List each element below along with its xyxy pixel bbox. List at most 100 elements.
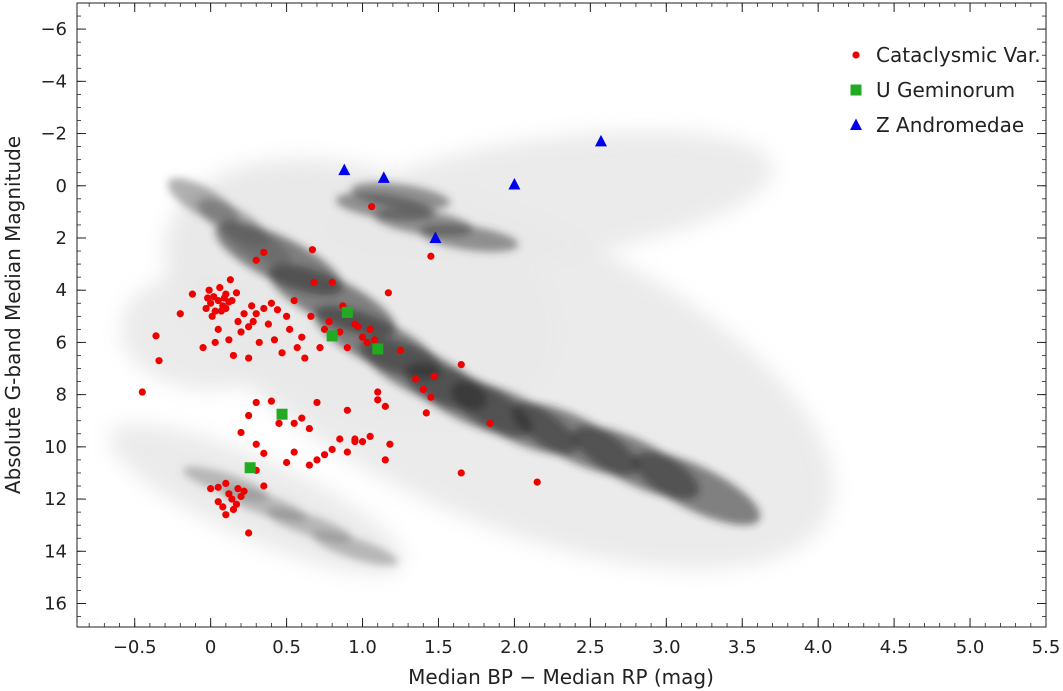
cataclysmic-var-point (371, 336, 379, 344)
data-markers (138, 134, 607, 537)
cataclysmic-var-point (363, 338, 371, 347)
cataclysmic-var-point (457, 361, 465, 369)
cataclysmic-var-point (188, 290, 197, 298)
series-cataclysmic-var (138, 203, 541, 537)
x-tick-label: 1.0 (348, 637, 377, 658)
cataclysmic-var-point (343, 344, 351, 352)
cataclysmic-var-point (422, 409, 430, 417)
cataclysmic-var-point (222, 479, 230, 488)
cataclysmic-var-point (290, 448, 298, 456)
cataclysmic-var-point (343, 406, 351, 414)
cataclysmic-var-point (240, 487, 248, 495)
u-geminorum-point (326, 330, 338, 342)
x-tick-label: 3.5 (728, 637, 757, 658)
cataclysmic-var-point (419, 385, 427, 394)
cataclysmic-var-point (293, 344, 301, 352)
cataclysmic-var-point (307, 312, 315, 320)
cataclysmic-var-point (310, 278, 318, 286)
cataclysmic-var-point (533, 478, 541, 486)
cataclysmic-var-point (336, 328, 344, 336)
cataclysmic-var-point (316, 344, 324, 352)
x-tick-label: −0.5 (113, 637, 157, 658)
x-tick-label: 2.5 (576, 637, 605, 658)
cataclysmic-var-point (282, 312, 291, 320)
cataclysmic-var-point (351, 435, 359, 443)
density-halo (120, 269, 301, 390)
x-axis-title: Median BP − Median RP (mag) (408, 665, 714, 689)
y-tick-label: −2 (40, 124, 67, 145)
x-axis-ticks: −0.5 0 0.5 1.0 1.5 2.0 2.5 3.0 3.5 4.0 4.5 5.0 5.5 (88, 3, 1060, 658)
y-tick-label: −6 (40, 19, 67, 40)
series-u-geminorum (244, 306, 384, 474)
y-tick-label: 0 (56, 176, 67, 197)
cataclysmic-var-point (219, 503, 227, 511)
cataclysmic-var-point (381, 402, 389, 410)
cataclysmic-var-point (298, 414, 306, 422)
cataclysmic-var-point (286, 325, 294, 333)
cataclysmic-var-point (152, 332, 160, 340)
cataclysmic-var-point (214, 325, 222, 333)
cataclysmic-var-point (305, 424, 313, 433)
cataclysmic-var-point (430, 372, 438, 380)
legend-label: Cataclysmic Var. (876, 43, 1041, 67)
cataclysmic-var-point (328, 445, 336, 454)
cataclysmic-var-point (248, 302, 256, 310)
cataclysmic-var-point (240, 310, 248, 318)
y-tick-label: 10 (44, 437, 67, 458)
cataclysmic-var-point (205, 286, 213, 294)
cataclysmic-var-point (252, 256, 260, 264)
cataclysmic-var-point (325, 317, 333, 326)
cataclysmic-var-point (260, 482, 268, 490)
cataclysmic-var-point (305, 461, 313, 469)
cataclysmic-var-point (211, 338, 219, 347)
cataclysmic-var-point (313, 398, 321, 407)
cataclysmic-var-point (222, 304, 230, 313)
cataclysmic-var-point (252, 398, 260, 407)
z-andromedae-point (377, 171, 390, 183)
cataclysmic-var-point (412, 375, 420, 383)
u-geminorum-point (341, 306, 353, 318)
y-tick-label: 6 (56, 332, 67, 353)
cataclysmic-var-point (222, 290, 230, 298)
y-tick-label: 12 (44, 489, 67, 510)
cataclysmic-var-point (260, 248, 268, 256)
z-andromedae-point (594, 134, 607, 147)
cataclysmic-var-point (226, 276, 234, 284)
cataclysmic-var-point (290, 419, 298, 427)
cataclysmic-var-point (199, 344, 207, 352)
cataclysmic-var-point (245, 354, 253, 362)
cataclysmic-var-point (328, 278, 336, 286)
cataclysmic-var-point (381, 456, 389, 464)
cataclysmic-var-point (260, 304, 268, 313)
cataclysmic-var-point (245, 411, 253, 420)
u-geminorum-point (244, 462, 256, 474)
legend-item-z-andromedae: Z Andromedae (850, 113, 1024, 137)
cataclysmic-var-point (486, 419, 494, 427)
cataclysmic-var-point (427, 252, 435, 260)
cataclysmic-var-point (245, 529, 253, 537)
x-tick-label: 4.0 (804, 637, 833, 658)
cataclysmic-var-point (275, 419, 283, 427)
cataclysmic-var-point (366, 432, 374, 441)
x-tick-label: 4.5 (880, 637, 909, 658)
cataclysmic-var-point (267, 397, 276, 405)
cataclysmic-var-point (336, 435, 344, 443)
cataclysmic-var-point (204, 294, 212, 302)
cataclysmic-var-point (252, 310, 260, 318)
y-tick-label: 14 (44, 541, 67, 562)
z-andromedae-point (338, 163, 351, 176)
cataclysmic-var-point (290, 297, 298, 305)
legend-marker (852, 51, 860, 59)
cataclysmic-var-point (229, 351, 238, 360)
white-dwarf-density (312, 531, 398, 566)
cataclysmic-var-point (386, 440, 394, 448)
cataclysmic-var-point (343, 448, 351, 456)
y-axis-ticks: −6 −4 −2 0 2 4 6 8 10 12 14 16 (40, 2, 1046, 617)
cataclysmic-var-point (222, 511, 230, 519)
cataclysmic-var-point (358, 333, 367, 341)
cataclysmic-var-point (255, 338, 263, 347)
upper-main-sequence-density (220, 219, 292, 267)
cataclysmic-var-point (384, 289, 392, 297)
u-geminorum-point (276, 408, 288, 420)
cataclysmic-var-point (214, 297, 222, 305)
